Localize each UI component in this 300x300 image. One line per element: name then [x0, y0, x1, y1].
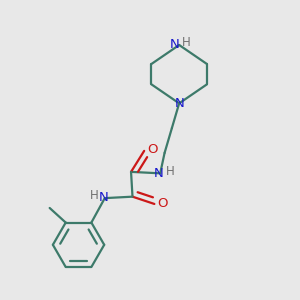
Text: H: H	[90, 189, 99, 202]
Text: N: N	[169, 38, 179, 51]
Text: O: O	[147, 143, 158, 156]
Text: N: N	[174, 97, 184, 110]
Text: H: H	[166, 165, 175, 178]
Text: H: H	[182, 36, 191, 49]
Text: O: O	[157, 197, 168, 211]
Text: N: N	[154, 167, 164, 180]
Text: N: N	[98, 191, 108, 204]
